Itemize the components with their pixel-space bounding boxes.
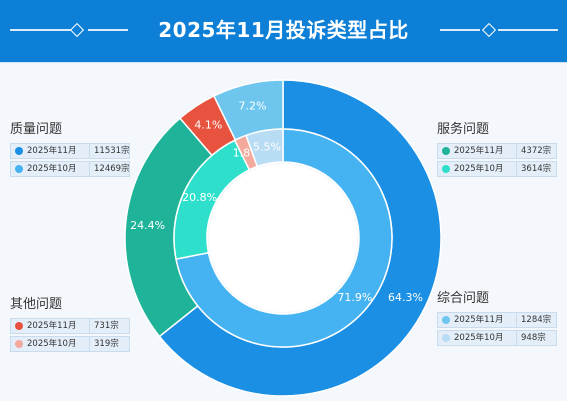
legend-value: 4372宗 [516,144,551,159]
legend-value: 12469宗 [89,162,130,177]
legend-dot [442,334,450,342]
slice-label-outer-1: 24.4% [130,219,165,232]
title-deco-line-right [498,29,558,31]
legend-period: 2025年11月 [454,146,504,156]
legend-dot [442,165,450,173]
legend-dot [442,147,450,155]
legend-dot [15,340,23,348]
slice-label-outer-3: 7.2% [239,99,267,112]
legend-period: 2025年11月 [27,146,77,156]
legend-dot [15,147,23,155]
slice-inner-3 [245,128,284,168]
legend-service-title: 服务问题 [437,122,490,137]
legend-dot [15,165,23,173]
legend-quality-title: 质量问题 [10,122,63,137]
legend-quality-row-oct: 2025年10月 12469宗 [10,161,130,177]
legend-general-row-nov: 2025年11月 1284宗 [437,312,557,328]
slice-label-inner-1: 20.8% [182,191,217,204]
legend-period: 2025年10月 [454,333,504,343]
title-deco-line-left-inner [88,29,128,31]
chart-title: 2025年11月投诉类型占比 [158,18,409,42]
legend-service: 服务问题 2025年11月 4372宗 2025年10月 3614宗 [437,118,557,179]
slice-label-inner-0: 71.9% [337,291,372,304]
legend-other-title: 其他问题 [10,297,63,312]
slice-inner-0 [175,128,393,348]
slice-label-inner-3: 5.5% [253,140,281,153]
legend-period: 2025年11月 [27,321,77,331]
legend-quality-row-nov: 2025年11月 11531宗 [10,143,130,159]
slice-label-outer-2: 4.1% [194,118,222,131]
legend-period: 2025年11月 [454,315,504,325]
legend-period: 2025年10月 [27,164,77,174]
legend-general-row-oct: 2025年10月 948宗 [437,330,557,346]
legend-other-row-oct: 2025年10月 319宗 [10,336,130,352]
legend-general: 综合问题 2025年11月 1284宗 2025年10月 948宗 [437,287,557,348]
title-deco-line-right-inner [440,29,480,31]
legend-service-row-nov: 2025年11月 4372宗 [437,143,557,159]
legend-dot [442,316,450,324]
legend-value: 3614宗 [516,162,551,177]
legend-dot [15,322,23,330]
legend-value: 1284宗 [516,313,551,328]
legend-value: 319宗 [89,337,119,352]
legend-other: 其他问题 2025年11月 731宗 2025年10月 319宗 [10,293,130,354]
title-deco-line-left [10,29,72,31]
legend-value: 731宗 [89,319,119,334]
legend-service-row-oct: 2025年10月 3614宗 [437,161,557,177]
legend-general-title: 综合问题 [437,291,490,306]
legend-value: 11531宗 [89,144,130,159]
legend-period: 2025年10月 [27,339,77,349]
legend-value: 948宗 [516,331,546,346]
slice-label-outer-0: 64.3% [388,291,423,304]
donut-center [209,164,357,312]
title-bar: 2025年11月投诉类型占比 [0,0,567,62]
legend-quality: 质量问题 2025年11月 11531宗 2025年10月 12469宗 [10,118,130,179]
legend-other-row-nov: 2025年11月 731宗 [10,318,130,334]
legend-period: 2025年10月 [454,164,504,174]
